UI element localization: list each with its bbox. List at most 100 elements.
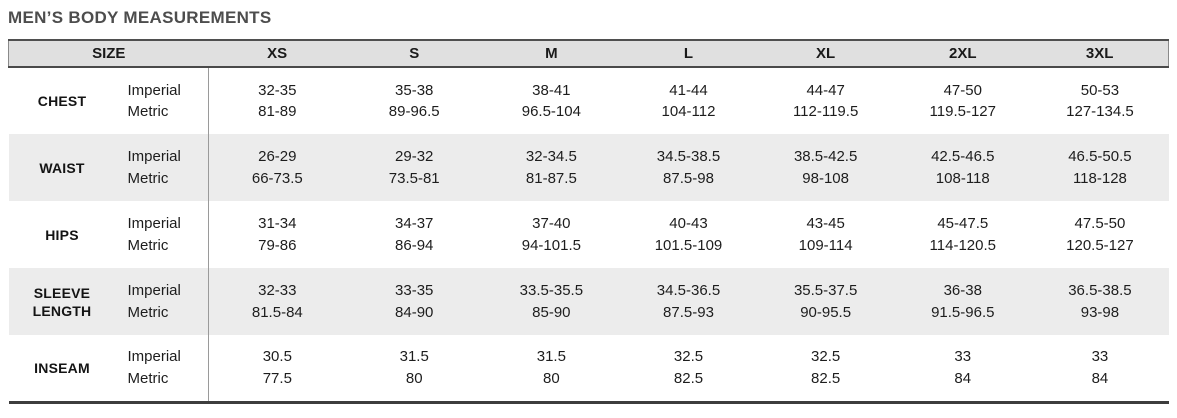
- cell-chest-2xl: 47-50 119.5-127: [894, 67, 1031, 134]
- header-row: SIZE XS S M L XL 2XL 3XL: [8, 39, 1170, 68]
- imperial-value: 33: [954, 348, 972, 366]
- imperial-value: 31.5: [536, 348, 566, 366]
- imperial-value: 34.5-36.5: [656, 282, 721, 299]
- imperial-value: 50-53: [1080, 81, 1120, 99]
- cell-hips-m: 37-40 94-101.5: [483, 201, 620, 268]
- cell-waist-xl: 38.5-42.5 98-108: [757, 134, 895, 201]
- imperial-label: Imperial: [127, 282, 181, 299]
- size-column-header: SIZE: [8, 39, 209, 68]
- size-header-xl: XL: [757, 39, 895, 68]
- metric-value: 108-118: [935, 169, 990, 187]
- metric-label: Metric: [127, 169, 169, 187]
- imperial-value: 31-34: [258, 215, 297, 232]
- metric-value: 89-96.5: [388, 103, 440, 120]
- metric-value: 86-94: [395, 236, 434, 254]
- page-title: MEN’S BODY MEASUREMENTS: [8, 8, 272, 27]
- metric-value: 80: [543, 369, 560, 387]
- cell-chest-s: 35-38 89-96.5: [346, 67, 483, 134]
- cell-waist-l: 34.5-38.5 87.5-98: [619, 134, 758, 201]
- cell-chest-3xl: 50-53 127-134.5: [1031, 67, 1168, 134]
- imperial-value: 37-40: [532, 215, 571, 232]
- metric-value: 85-90: [532, 303, 571, 321]
- row-label-chest: CHEST: [37, 93, 87, 109]
- cell-sleeve-m: 33.5-35.5 85-90: [482, 268, 620, 335]
- metric-label: Metric: [127, 369, 169, 387]
- metric-value: 84: [954, 369, 972, 387]
- cell-inseam-2xl: 33 84: [894, 335, 1032, 404]
- cell-chest-xl: 44-47 112-119.5: [757, 67, 894, 134]
- metric-value: 82.5: [673, 369, 704, 387]
- metric-value: 90-95.5: [800, 303, 852, 321]
- metric-value: 87.5-93: [663, 303, 714, 321]
- metric-value: 77.5: [262, 369, 292, 387]
- cell-sleeve-3xl: 36.5-38.5 93-98: [1031, 268, 1169, 335]
- size-header-s: S: [345, 39, 483, 68]
- table-row-chest: CHEST Imperial Metric 32-35 81-89 35-38 …: [9, 67, 1169, 134]
- imperial-value: 31.5: [399, 348, 429, 366]
- imperial-value: 46.5-50.5: [1068, 148, 1132, 165]
- metric-value: 84: [1091, 369, 1109, 387]
- cell-chest-m: 38-41 96.5-104: [483, 67, 620, 134]
- cell-inseam-s: 31.5 80: [345, 335, 483, 404]
- cell-hips-s: 34-37 86-94: [346, 201, 483, 268]
- cell-chest-xs: 32-35 81-89: [209, 67, 346, 134]
- metric-value: 127-134.5: [1066, 103, 1134, 120]
- imperial-value: 35-38: [395, 81, 434, 99]
- metric-value: 109-114: [798, 236, 853, 254]
- table-row-hips: HIPS Imperial Metric 31-34 79-86 34-37 8…: [9, 201, 1169, 268]
- metric-value: 94-101.5: [521, 236, 581, 254]
- cell-waist-m: 32-34.5 81-87.5: [482, 134, 620, 201]
- cell-hips-xl: 43-45 109-114: [757, 201, 894, 268]
- metric-value: 79-86: [258, 236, 297, 254]
- metric-value: 81-89: [258, 103, 297, 120]
- metric-label: Metric: [127, 103, 169, 120]
- imperial-value: 45-47.5: [937, 215, 989, 232]
- imperial-value: 35.5-37.5: [793, 282, 858, 299]
- measurements-table: SIZE XS S M L XL 2XL 3XL CHEST Imperial …: [8, 39, 1170, 404]
- metric-value: 81-87.5: [525, 169, 577, 187]
- metric-value: 114-120.5: [929, 236, 996, 254]
- imperial-value: 36.5-38.5: [1068, 282, 1132, 299]
- size-header-3xl: 3XL: [1031, 39, 1170, 68]
- metric-value: 120.5-127: [1066, 236, 1134, 254]
- imperial-value: 38.5-42.5: [793, 148, 858, 165]
- metric-label: Metric: [127, 236, 169, 254]
- metric-value: 82.5: [811, 369, 841, 387]
- cell-inseam-m: 31.5 80: [482, 335, 620, 404]
- imperial-value: 26-29: [258, 148, 297, 165]
- cell-sleeve-l: 34.5-36.5 87.5-93: [619, 268, 758, 335]
- imperial-value: 40-43: [669, 215, 708, 232]
- metric-value: 91.5-96.5: [931, 303, 995, 321]
- imperial-value: 47.5-50: [1074, 215, 1126, 232]
- cell-hips-2xl: 45-47.5 114-120.5: [894, 201, 1031, 268]
- row-label-sleeve-length: SLEEVE LENGTH: [8, 268, 116, 335]
- imperial-value: 42.5-46.5: [931, 148, 995, 165]
- cell-hips-3xl: 47.5-50 120.5-127: [1031, 201, 1168, 268]
- metric-value: 101.5-109: [654, 236, 723, 254]
- imperial-value: 32-35: [258, 81, 297, 99]
- imperial-value: 30.5: [262, 348, 292, 366]
- imperial-value: 33: [1091, 348, 1109, 366]
- imperial-label: Imperial: [127, 348, 181, 366]
- cell-sleeve-xl: 35.5-37.5 90-95.5: [757, 268, 895, 335]
- cell-waist-s: 29-32 73.5-81: [345, 134, 483, 201]
- imperial-value: 43-45: [806, 215, 845, 232]
- metric-value: 84-90: [395, 303, 434, 321]
- imperial-label: Imperial: [127, 215, 181, 232]
- unit-labels-cell: Imperial Metric: [115, 201, 209, 268]
- cell-sleeve-s: 33-35 84-90: [345, 268, 483, 335]
- row-label-hips: HIPS: [45, 226, 79, 243]
- imperial-value: 32.5: [673, 348, 704, 366]
- size-header-m: M: [482, 39, 620, 68]
- metric-value: 119.5-127: [929, 103, 996, 120]
- metric-label: Metric: [127, 303, 169, 321]
- imperial-value: 41-44: [669, 81, 708, 99]
- metric-value: 87.5-98: [663, 169, 714, 187]
- size-chart-page: MEN’S BODY MEASUREMENTS SIZE XS S M L XL…: [8, 8, 1170, 404]
- table-row-sleeve-length: SLEEVE LENGTH Imperial Metric 32-33 81.5…: [8, 268, 1169, 335]
- metric-value: 98-108: [802, 169, 849, 187]
- imperial-value: 34-37: [395, 215, 434, 232]
- cell-waist-3xl: 46.5-50.5 118-128: [1031, 134, 1169, 201]
- imperial-label: Imperial: [127, 148, 181, 165]
- size-header-xs: XS: [208, 39, 346, 68]
